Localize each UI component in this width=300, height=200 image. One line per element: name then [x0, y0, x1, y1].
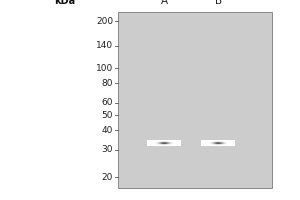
Text: 30: 30: [101, 145, 113, 154]
Text: 140: 140: [96, 41, 113, 50]
Text: A: A: [160, 0, 168, 6]
Text: 60: 60: [101, 98, 113, 107]
Bar: [118, 12, 272, 188]
Text: 50: 50: [101, 111, 113, 120]
Text: 100: 100: [96, 64, 113, 73]
Text: 40: 40: [102, 126, 113, 135]
Text: kDa: kDa: [54, 0, 76, 6]
Text: 80: 80: [101, 79, 113, 88]
Text: 200: 200: [96, 17, 113, 26]
Text: 20: 20: [102, 173, 113, 182]
Text: B: B: [214, 0, 222, 6]
